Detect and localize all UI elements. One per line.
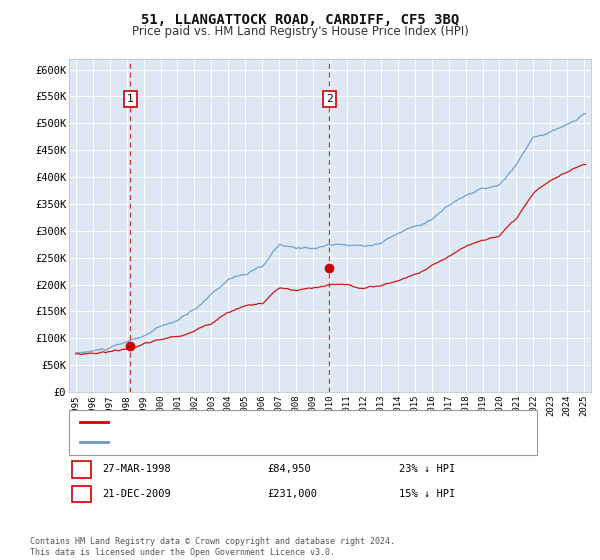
Text: Price paid vs. HM Land Registry's House Price Index (HPI): Price paid vs. HM Land Registry's House … bbox=[131, 25, 469, 38]
Text: 21-DEC-2009: 21-DEC-2009 bbox=[102, 489, 171, 499]
Text: 2: 2 bbox=[79, 489, 85, 499]
Text: 1: 1 bbox=[127, 94, 134, 104]
Text: 23% ↓ HPI: 23% ↓ HPI bbox=[399, 464, 455, 474]
Text: 51, LLANGATTOCK ROAD, CARDIFF, CF5 3BQ: 51, LLANGATTOCK ROAD, CARDIFF, CF5 3BQ bbox=[141, 13, 459, 27]
Text: 27-MAR-1998: 27-MAR-1998 bbox=[102, 464, 171, 474]
Text: HPI: Average price, detached house, Cardiff: HPI: Average price, detached house, Card… bbox=[112, 437, 370, 447]
Text: Contains HM Land Registry data © Crown copyright and database right 2024.
This d: Contains HM Land Registry data © Crown c… bbox=[30, 537, 395, 557]
Text: £231,000: £231,000 bbox=[267, 489, 317, 499]
Text: 1: 1 bbox=[79, 464, 85, 474]
Text: 51, LLANGATTOCK ROAD, CARDIFF, CF5 3BQ (detached house): 51, LLANGATTOCK ROAD, CARDIFF, CF5 3BQ (… bbox=[112, 417, 442, 427]
Text: £84,950: £84,950 bbox=[267, 464, 311, 474]
Text: 15% ↓ HPI: 15% ↓ HPI bbox=[399, 489, 455, 499]
Text: 2: 2 bbox=[326, 94, 333, 104]
